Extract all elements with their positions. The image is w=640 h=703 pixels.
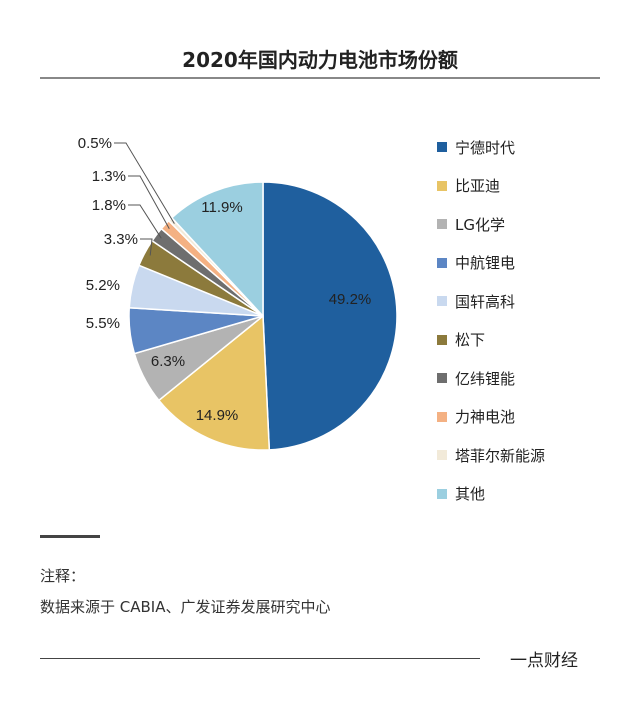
legend-label: 宁德时代 xyxy=(455,138,516,157)
legend-swatch xyxy=(437,373,447,384)
legend-swatch xyxy=(437,296,447,307)
legend-swatch xyxy=(437,142,447,153)
leader-line xyxy=(140,238,153,256)
legend-label: 其他 xyxy=(455,485,486,504)
legend-item: 塔菲尔新能源 xyxy=(437,436,545,475)
legend-label: 力神电池 xyxy=(455,408,516,427)
legend-item: 国轩高科 xyxy=(437,282,545,321)
footer-divider xyxy=(40,658,480,659)
legend-label: LG化学 xyxy=(455,215,505,234)
pie-slice-label: 6.3% xyxy=(151,353,185,370)
legend-swatch xyxy=(437,411,447,422)
pie-slice-label: 49.2% xyxy=(329,291,372,308)
legend-swatch xyxy=(437,180,447,191)
legend-item: LG化学 xyxy=(437,205,545,244)
pie-slice-label: 11.9% xyxy=(201,199,242,216)
footer-brand: 一点财经 xyxy=(510,651,578,671)
leader-line xyxy=(114,142,175,224)
chart-title: 2020年国内动力电池市场份额 xyxy=(182,48,458,72)
legend-item: 松下 xyxy=(437,321,545,360)
leader-line xyxy=(128,204,162,239)
chart-legend: 宁德时代比亚迪 LG化学中航锂电国轩高科松下亿纬锂能力神电池塔菲尔新能源 其他 xyxy=(437,128,545,513)
note-source-text: 数据来源于 CABIA、广发证券发展研究中心 xyxy=(40,598,331,616)
legend-label: 中航锂电 xyxy=(455,254,516,273)
pie-slice-label: 5.2% xyxy=(86,277,120,294)
pie-chart: 49.2% 14.9% 6.3% 5.5% 5.2% 3.3% 1.8% 1.3% 0.5% 11… xyxy=(78,135,398,451)
legend-swatch xyxy=(437,257,447,268)
pie-slices xyxy=(128,181,398,451)
legend-item: 力神电池 xyxy=(437,398,545,437)
legend-swatch xyxy=(437,219,447,230)
legend-label: 亿纬锂能 xyxy=(455,369,516,388)
pie-slice xyxy=(157,314,271,451)
leader-line xyxy=(128,175,170,229)
pie-slice-label: 0.5% xyxy=(78,135,112,152)
pie-slice-label: 3.3% xyxy=(104,231,138,248)
legend-label: 国轩高科 xyxy=(455,292,516,311)
legend-swatch xyxy=(437,334,447,345)
legend-label: 比亚迪 xyxy=(455,177,501,196)
pie-slice xyxy=(262,181,398,451)
pie-slice-label: 1.3% xyxy=(92,168,126,185)
title-divider xyxy=(40,77,600,79)
legend-swatch xyxy=(437,488,447,499)
legend-item: 宁德时代 xyxy=(437,128,545,167)
legend-item: 其他 xyxy=(437,475,545,514)
legend-label: 塔菲尔新能源 xyxy=(455,446,546,465)
leader-lines xyxy=(114,142,175,256)
pie-slice-label: 5.5% xyxy=(86,315,120,332)
pie-slice xyxy=(170,181,264,318)
pie-slice-label: 1.8% xyxy=(92,197,126,214)
legend-item: 比亚迪 xyxy=(437,167,545,206)
note-label: 注释： xyxy=(40,567,86,585)
legend-label: 松下 xyxy=(455,331,486,350)
legend-item: 亿纬锂能 xyxy=(437,359,545,398)
pie-slice-label: 14.9% xyxy=(196,407,239,424)
legend-item: 中航锂电 xyxy=(437,244,545,283)
pie-labels: 49.2% 14.9% 6.3% 5.5% 5.2% 3.3% 1.8% 1.3% 0.5% 11… xyxy=(78,135,371,424)
note-accent-bar xyxy=(40,535,100,538)
legend-swatch xyxy=(437,450,447,461)
